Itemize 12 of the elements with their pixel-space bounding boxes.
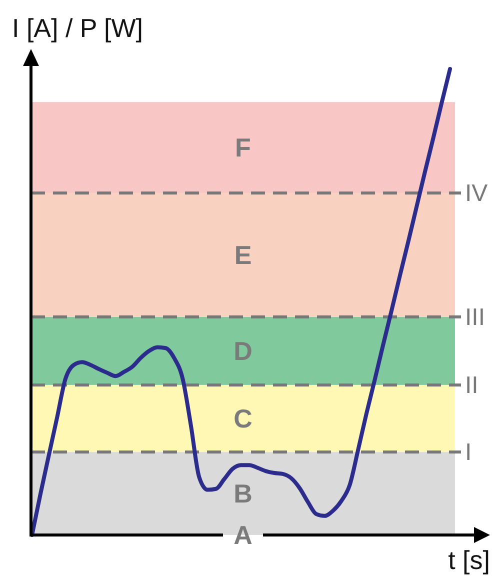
band-label: E [234,240,252,270]
ref-line-label: I [465,438,472,466]
ref-line-label: III [465,303,486,330]
band-label: B [234,478,252,509]
x-axis-title: t [s] [448,545,490,575]
annotation: A [234,520,253,550]
band-label: F [235,132,251,163]
band-label: D [234,336,252,366]
ref-line-label: II [465,371,478,398]
y-axis-title: I [A] / P [W] [12,13,143,43]
ref-line-label: IV [465,179,488,206]
band-label: C [234,404,253,434]
